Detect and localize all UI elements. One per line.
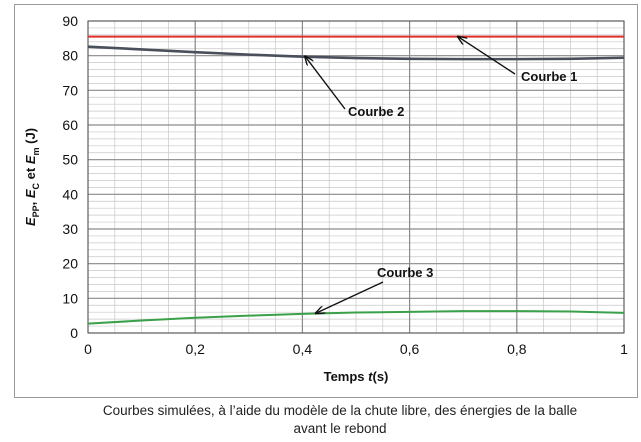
- annotation-label: Courbe 2: [348, 104, 404, 119]
- x-tick-label: 0,4: [293, 341, 313, 357]
- minor-grid: [87, 20, 625, 334]
- y-tick-label: 60: [62, 117, 78, 133]
- plot-area: [87, 20, 625, 334]
- annotation-arrow: [305, 56, 346, 110]
- y-axis-label: EPP, EC et Em (J): [23, 128, 41, 226]
- caption-line-1: Courbes simulées, à l’aide du modèle de …: [102, 403, 578, 418]
- annotation-label: Courbe 1: [521, 69, 577, 84]
- series-layer: [87, 35, 625, 325]
- y-tick-label: 40: [62, 186, 78, 202]
- chart-frame: 0 0,2 0,4 0,6 0,8 1 0 10 20 30 40 50 60 70 80 90 Courb…: [14, 4, 638, 398]
- y-tick-label: 20: [62, 256, 78, 272]
- x-axis-ticks: 0 0,2 0,4 0,6 0,8 1: [84, 341, 628, 357]
- y-axis-ticks: 0 10 20 30 40 50 60 70 80 90: [62, 13, 78, 341]
- x-tick-label: 1: [620, 341, 628, 357]
- x-axis-label: Temps t(s): [324, 369, 389, 384]
- y-tick-label: 0: [70, 325, 78, 341]
- y-tick-label: 90: [62, 13, 78, 29]
- x-tick-label: 0,2: [185, 341, 205, 357]
- annotation-arrow: [316, 281, 384, 313]
- y-tick-label: 50: [62, 152, 78, 168]
- series-line-2: [87, 45, 625, 61]
- annotation-arrow: [458, 37, 516, 75]
- y-tick-label: 10: [62, 290, 78, 306]
- figure-caption: Courbes simulées, à l’aide du modèle de …: [60, 402, 620, 438]
- y-tick-label: 80: [62, 48, 78, 64]
- annotations: Courbe 1 Courbe 2 Courbe 3: [305, 37, 577, 314]
- x-tick-label: 0: [84, 341, 92, 357]
- annotation-label: Courbe 3: [377, 265, 433, 280]
- y-tick-label: 30: [62, 221, 78, 237]
- caption-line-2: avant le rebond: [293, 421, 387, 436]
- series-line-3: [87, 310, 625, 325]
- x-tick-label: 0,6: [400, 341, 420, 357]
- y-tick-label: 70: [62, 82, 78, 98]
- chart-svg: 0 0,2 0,4 0,6 0,8 1 0 10 20 30 40 50 60 70 80 90 Courb…: [23, 13, 628, 384]
- x-tick-label: 0,8: [507, 341, 527, 357]
